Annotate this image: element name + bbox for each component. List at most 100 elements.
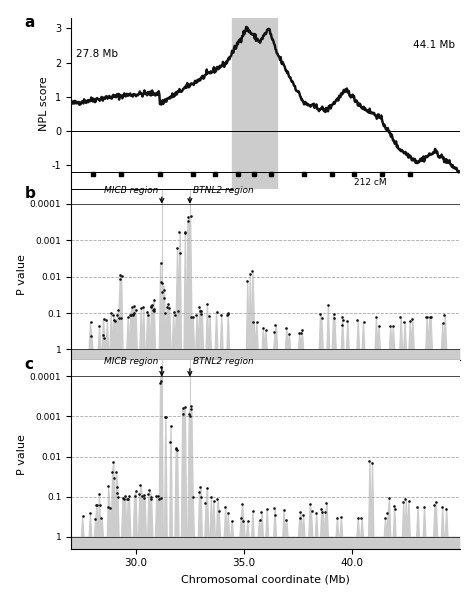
Point [147, 494, 155, 504]
Point [157, 362, 165, 372]
Point [174, 306, 182, 315]
Point [109, 311, 117, 320]
Point [215, 506, 223, 516]
Point [100, 333, 108, 343]
Text: MICB region: MICB region [104, 186, 158, 195]
Point [106, 503, 113, 513]
Point [409, 314, 416, 324]
Point [239, 516, 247, 526]
Point [262, 326, 270, 335]
Point [298, 329, 305, 338]
Bar [232, 18, 276, 189]
Text: MICB region: MICB region [104, 357, 158, 366]
Point [246, 269, 254, 279]
Point [317, 504, 325, 514]
Point [285, 329, 293, 338]
Point [322, 499, 330, 508]
Text: c: c [25, 356, 34, 371]
Point [318, 508, 326, 517]
Point [386, 321, 393, 331]
Point [162, 412, 170, 421]
Point [107, 308, 114, 317]
Point [140, 490, 148, 500]
Point [185, 409, 193, 419]
Point [181, 227, 189, 237]
Point [100, 314, 107, 323]
Point [162, 412, 169, 422]
Point [88, 331, 95, 341]
Text: BTNL2 region: BTNL2 region [193, 357, 254, 366]
Point [338, 320, 346, 329]
Point [259, 323, 266, 333]
Point [157, 494, 164, 504]
Point [115, 313, 123, 323]
Point [157, 362, 165, 372]
Point [113, 482, 120, 491]
Point [399, 497, 407, 507]
Point [224, 309, 231, 318]
Point [147, 302, 155, 311]
Point [442, 504, 450, 514]
Point [91, 514, 99, 524]
Point [249, 507, 257, 516]
Point [248, 267, 256, 276]
Point [176, 227, 183, 237]
Point [138, 491, 146, 500]
Point [280, 505, 288, 514]
Point [390, 321, 397, 330]
Point [187, 404, 195, 414]
Point [282, 515, 290, 525]
Point [147, 492, 155, 502]
Point [373, 312, 380, 322]
Point [150, 306, 158, 315]
Point [321, 507, 329, 517]
Point [117, 313, 125, 323]
Point [213, 307, 220, 317]
Point [244, 517, 252, 526]
Point [181, 402, 189, 411]
Point [117, 270, 124, 279]
Point [224, 309, 231, 319]
Point [99, 330, 107, 340]
Point [206, 311, 213, 321]
Point [318, 313, 325, 323]
Point [170, 307, 177, 317]
Y-axis label: P value: P value [17, 434, 27, 475]
Point [426, 312, 434, 321]
Point [343, 316, 351, 326]
Point [365, 456, 373, 466]
Point [79, 511, 86, 521]
X-axis label: Chromosomal coordinate (Mb): Chromosomal coordinate (Mb) [181, 574, 350, 584]
Point [271, 327, 278, 337]
Point [159, 279, 166, 288]
Point [112, 467, 119, 476]
Point [176, 248, 184, 258]
Point [144, 310, 152, 320]
Point [156, 379, 164, 388]
Point [139, 302, 146, 312]
Point [137, 481, 144, 490]
Point [109, 457, 117, 467]
Point [157, 277, 164, 287]
Point [137, 304, 145, 314]
Point [152, 491, 160, 501]
Point [187, 401, 194, 411]
Point [420, 502, 428, 511]
Point [104, 482, 112, 491]
Point [128, 310, 135, 320]
Point [317, 309, 324, 318]
Point [93, 500, 100, 510]
Point [253, 317, 261, 327]
Point [430, 500, 438, 510]
Point [282, 323, 290, 332]
Point [132, 305, 140, 315]
Point [172, 443, 180, 452]
Point [184, 216, 191, 226]
Point [204, 298, 211, 308]
Point [118, 271, 126, 281]
Point [184, 212, 192, 222]
Point [428, 312, 435, 321]
Point [154, 491, 162, 500]
Point [256, 516, 264, 525]
Point [299, 511, 306, 520]
